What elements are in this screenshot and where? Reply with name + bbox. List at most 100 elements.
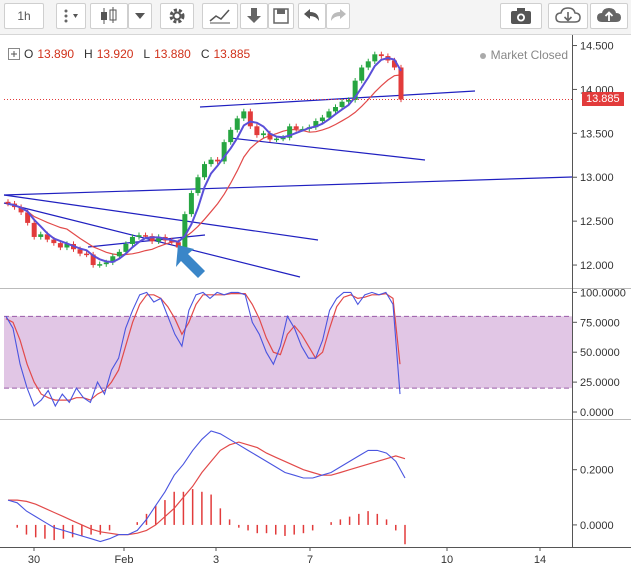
candle (221, 142, 227, 162)
stoch-tick-label: 25.0000 (580, 377, 620, 389)
candle (391, 60, 397, 68)
indicators-icon (209, 9, 230, 24)
candle (241, 111, 247, 119)
candle (293, 126, 299, 129)
redo-icon (331, 9, 346, 21)
status-dot-icon (479, 52, 486, 59)
candle (228, 129, 234, 143)
close-value: 13.885 (213, 47, 251, 61)
candle (38, 234, 44, 237)
trend-line (3, 176, 573, 196)
candle (313, 121, 319, 128)
price-tick-label: 12.500 (580, 216, 614, 228)
trend-line (3, 194, 319, 241)
candle (274, 138, 280, 141)
stochastic-k-line (5, 291, 401, 408)
market-status-text: Market Closed (490, 48, 568, 62)
stoch-tick-label: 75.0000 (580, 317, 620, 329)
load-layout-button[interactable] (548, 3, 588, 29)
candle (287, 126, 293, 138)
trend-line (87, 234, 206, 248)
chart-toolbar: 1h (0, 0, 631, 35)
candle (90, 254, 96, 266)
high-value: 13.920 (96, 47, 134, 61)
camera-icon (511, 8, 531, 24)
chevron-down-icon (135, 13, 145, 19)
moving-average-line (7, 74, 402, 256)
candle (103, 262, 109, 265)
chart-area[interactable]: 14.50014.00013.50013.00012.50012.000100.… (0, 35, 631, 565)
compare-button[interactable] (240, 3, 268, 29)
redo-button[interactable] (326, 3, 350, 29)
stochastic-panel (4, 291, 572, 408)
candle (247, 111, 253, 127)
save-icon (273, 8, 289, 24)
chart-style-button[interactable] (90, 3, 128, 29)
settings-button[interactable] (160, 3, 194, 29)
candle (5, 201, 11, 204)
cloud-upload-icon (597, 8, 621, 22)
save-button[interactable] (268, 3, 294, 29)
candle (31, 222, 37, 237)
candle (346, 99, 352, 102)
candle (398, 67, 404, 100)
publish-button[interactable] (590, 3, 628, 29)
stochastic-d-line (5, 292, 401, 401)
candle (25, 212, 31, 223)
candle (339, 101, 345, 107)
candle (352, 80, 358, 100)
indicators-button[interactable] (202, 3, 238, 29)
candle (234, 118, 240, 130)
download-arrow-icon (247, 8, 261, 23)
market-status: Market Closed (479, 48, 568, 62)
candle (333, 107, 338, 112)
trend-line (229, 137, 426, 161)
gear-icon (169, 8, 185, 24)
macd-line (7, 430, 406, 543)
candle (18, 207, 24, 213)
price-panel (3, 51, 573, 278)
candle (365, 61, 371, 68)
chart-style-dropdown[interactable] (128, 3, 152, 29)
macd-tick-label: 0.0000 (580, 520, 614, 532)
candle (254, 126, 260, 136)
time-tick-label: 30 (28, 554, 40, 565)
candle (116, 251, 122, 257)
time-tick-label: Feb (115, 554, 134, 565)
collapse-legend-icon[interactable] (8, 48, 20, 60)
arrow-annotation-icon (176, 245, 205, 278)
candle (267, 133, 273, 140)
price-tick-label: 13.000 (580, 172, 614, 184)
candle (182, 214, 188, 248)
candle (136, 235, 142, 237)
macd-tick-label: 0.2000 (580, 465, 614, 477)
close-label: C (200, 47, 210, 61)
fast-average-line (7, 56, 402, 264)
screenshot-button[interactable] (500, 3, 542, 29)
open-label: O (24, 47, 34, 61)
time-tick-label: 3 (213, 554, 219, 565)
last-price-label: 13.885 (582, 92, 624, 106)
candle (372, 54, 378, 62)
macd-panel (7, 430, 406, 545)
trend-line (199, 90, 476, 108)
undo-button[interactable] (298, 3, 326, 29)
candle (110, 256, 116, 263)
low-value: 13.880 (154, 47, 191, 61)
candle (97, 264, 103, 266)
interval-label: 1h (17, 9, 31, 23)
candle (195, 177, 201, 194)
axes: 14.50014.00013.50013.00012.50012.000100.… (28, 41, 626, 565)
low-label: L (143, 47, 151, 61)
candle (378, 54, 384, 57)
interval-selector[interactable]: 1h (4, 3, 44, 29)
more-menu[interactable] (56, 3, 86, 29)
time-tick-label: 14 (534, 554, 546, 565)
price-tick-label: 13.500 (580, 128, 614, 140)
candle (208, 159, 214, 165)
candle (175, 242, 181, 248)
candle (57, 243, 63, 248)
time-tick-label: 7 (307, 554, 313, 565)
candle (143, 235, 149, 237)
candle (129, 236, 135, 244)
